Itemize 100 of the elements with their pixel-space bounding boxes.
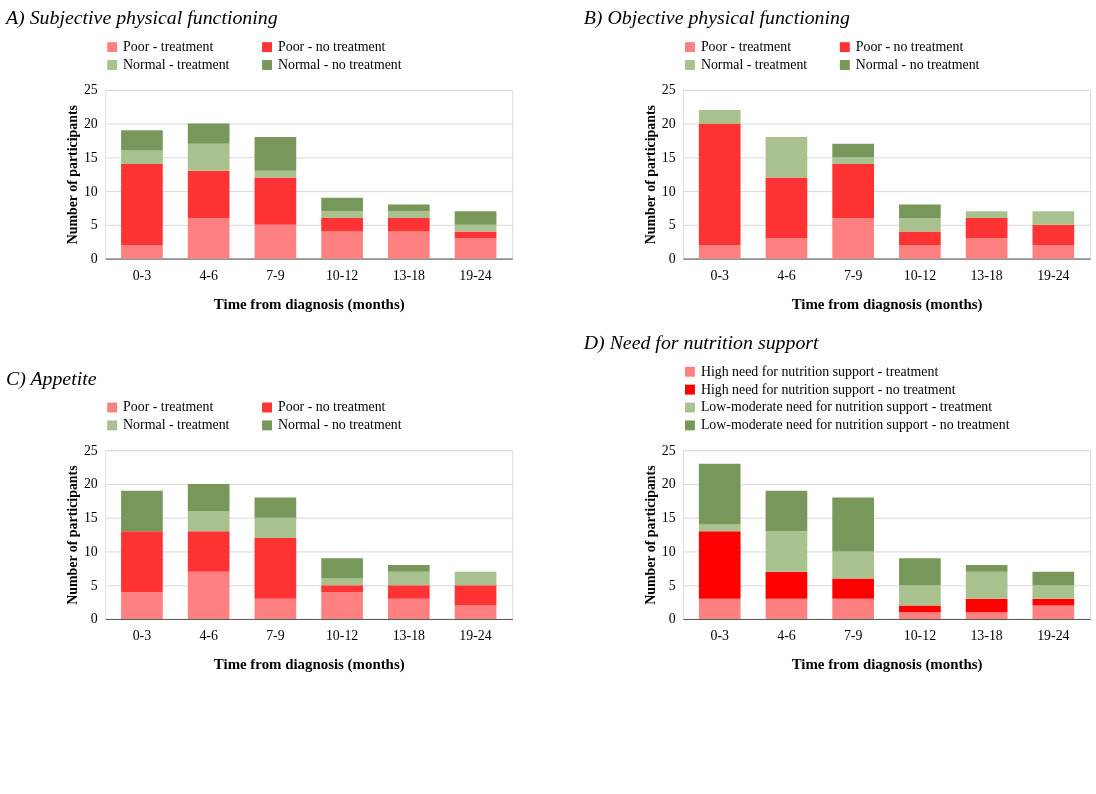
- x-tick-label: 10-12: [325, 267, 359, 283]
- legend-label: Normal - treatment: [700, 56, 808, 72]
- legend-label: Low-moderate need for nutrition support - no treatment: [700, 417, 1010, 433]
- bar: [321, 578, 363, 586]
- y-tick-label: 25: [83, 442, 98, 458]
- bar: [765, 490, 808, 532]
- bar: [321, 558, 363, 579]
- legend-label: Poor - no treatment: [855, 39, 964, 55]
- bar: [321, 585, 363, 592]
- bar: [698, 598, 741, 619]
- y-tick-label: 5: [90, 217, 98, 233]
- bar: [454, 571, 497, 586]
- chart-title: B) Objective physical functioning: [583, 6, 850, 30]
- bar: [254, 517, 297, 538]
- bar: [899, 585, 941, 606]
- bar: [698, 245, 741, 259]
- bar: [832, 143, 875, 158]
- x-axis-title: Time from diagnosis (months): [791, 656, 983, 674]
- legend-label: Normal - no treatment: [277, 56, 402, 72]
- bar: [698, 110, 741, 124]
- bar: [121, 150, 163, 165]
- bar: [832, 218, 875, 259]
- bar: [1032, 211, 1075, 225]
- legend-label: Normal - no treatment: [855, 56, 980, 72]
- bar: [765, 177, 808, 239]
- bar: [965, 238, 1008, 259]
- x-tick-label: 10-12: [903, 628, 937, 644]
- bar: [387, 218, 430, 232]
- y-axis-title: Number of participants: [642, 464, 658, 605]
- y-tick-label: 10: [661, 543, 676, 559]
- bar: [387, 211, 430, 219]
- bar: [254, 137, 297, 171]
- bar: [965, 598, 1008, 613]
- y-tick-label: 10: [661, 183, 676, 199]
- bar: [187, 143, 230, 171]
- bar: [765, 137, 808, 178]
- legend-label: Poor - treatment: [700, 39, 792, 55]
- legend-label: Normal - treatment: [123, 417, 230, 433]
- bar: [832, 598, 875, 619]
- bar: [121, 490, 163, 532]
- bar: [121, 130, 163, 151]
- x-tick-label: 7-9: [266, 267, 285, 283]
- bar: [187, 218, 230, 259]
- x-axis-title: Time from diagnosis (months): [791, 295, 983, 313]
- bar: [254, 170, 297, 178]
- bar: [899, 218, 941, 232]
- y-tick-label: 15: [661, 510, 676, 526]
- bar: [899, 231, 941, 246]
- x-tick-label: 7-9: [843, 628, 863, 644]
- chart-title: C) Appetite: [5, 366, 97, 390]
- y-tick-label: 0: [90, 611, 98, 627]
- legend-label: High need for nutrition support - no treatment: [700, 381, 956, 397]
- legend-label: Normal - no treatment: [277, 417, 402, 433]
- bar: [321, 231, 363, 259]
- x-tick-label: 7-9: [843, 267, 863, 283]
- x-tick-label: 19-24: [1037, 267, 1070, 283]
- x-tick-label: 13-18: [970, 267, 1003, 283]
- bar: [254, 224, 297, 259]
- bar: [832, 164, 875, 219]
- bar: [1032, 224, 1075, 246]
- bar: [832, 551, 875, 579]
- bar: [187, 123, 230, 144]
- y-tick-label: 5: [90, 577, 98, 593]
- chart-title: A) Subjective physical functioning: [3, 6, 278, 30]
- y-axis-title: Number of participants: [64, 464, 80, 605]
- y-tick-label: 10: [83, 183, 98, 199]
- bar: [965, 218, 1008, 239]
- x-axis-title: Time from diagnosis (months): [213, 656, 405, 674]
- bar: [1032, 585, 1075, 599]
- y-tick-label: 20: [83, 116, 98, 132]
- bar: [121, 164, 163, 246]
- x-axis-title: Time from diagnosis (months): [213, 295, 405, 313]
- bar: [387, 204, 430, 212]
- x-tick-label: 13-18: [970, 628, 1003, 644]
- bar: [832, 497, 875, 552]
- bar: [899, 558, 941, 586]
- y-tick-label: 15: [83, 510, 98, 526]
- x-tick-label: 19-24: [1037, 628, 1070, 644]
- bar: [1032, 245, 1075, 259]
- bar: [965, 612, 1008, 619]
- bar: [454, 211, 497, 225]
- x-tick-label: 19-24: [459, 267, 492, 283]
- bar: [187, 531, 230, 572]
- bar: [321, 218, 363, 232]
- bar: [832, 578, 875, 599]
- bar: [765, 598, 808, 619]
- y-tick-label: 15: [661, 149, 676, 165]
- bar: [121, 245, 163, 259]
- bar: [899, 605, 941, 613]
- bar: [321, 591, 363, 619]
- x-tick-label: 0-3: [132, 267, 152, 283]
- x-tick-label: 19-24: [459, 628, 492, 644]
- bar: [454, 585, 497, 606]
- bar: [254, 598, 297, 619]
- chart-title: D) Need for nutrition support: [582, 330, 820, 354]
- x-tick-label: 7-9: [266, 628, 285, 644]
- bar: [121, 531, 163, 592]
- x-tick-label: 0-3: [132, 628, 152, 644]
- x-tick-label: 4-6: [777, 267, 796, 283]
- bar: [454, 238, 497, 259]
